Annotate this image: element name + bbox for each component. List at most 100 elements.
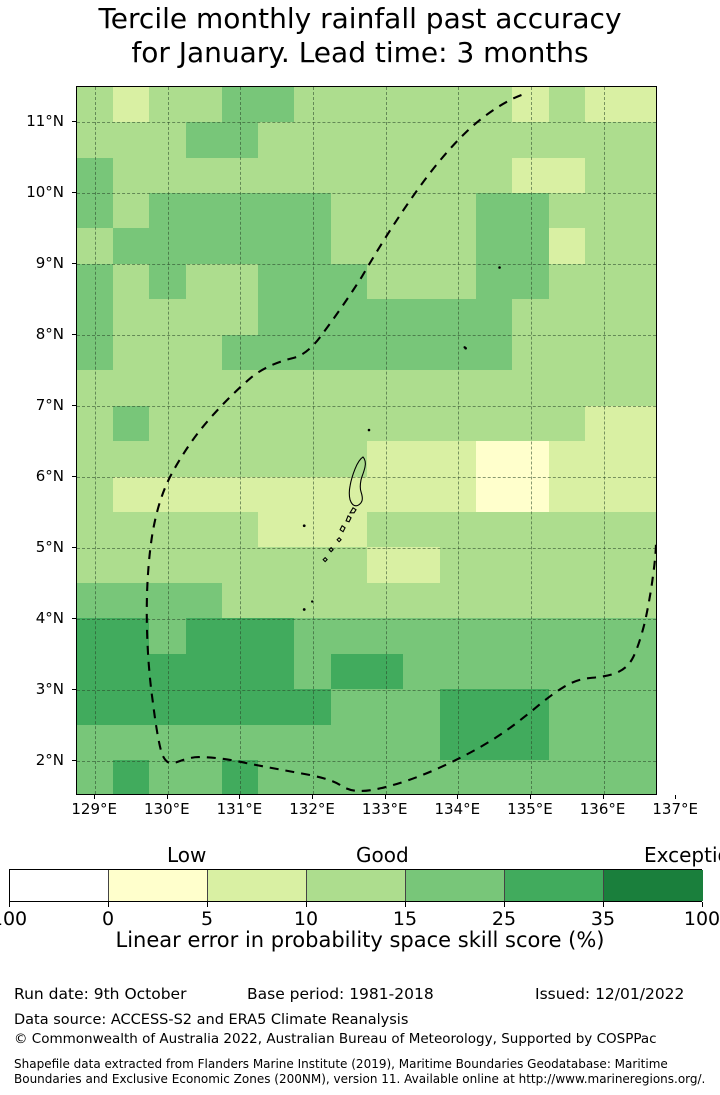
heatmap-cell — [258, 476, 296, 513]
heatmap-cell — [403, 334, 441, 371]
x-axis-tick-mark — [675, 795, 677, 799]
heatmap-cell — [294, 157, 332, 194]
heatmap-cell — [149, 370, 187, 407]
heatmap-cell — [548, 157, 586, 194]
colorbar-tick-mark — [603, 902, 604, 907]
heatmap-cell — [330, 724, 368, 761]
y-axis-tick-label: 7°N — [35, 396, 64, 415]
y-axis-tick-label: 8°N — [35, 325, 64, 344]
heatmap-cell — [185, 618, 223, 655]
run-date: Run date: 9th October — [14, 985, 187, 1003]
heatmap-cell — [476, 299, 514, 336]
grid-line-horizontal — [77, 406, 656, 408]
issued-date: Issued: 12/01/2022 — [535, 985, 685, 1003]
heatmap-cell — [221, 192, 259, 230]
x-axis-tick-label: 129°E — [71, 800, 117, 818]
coastline-koror — [349, 507, 357, 514]
x-axis-tick-mark — [312, 795, 314, 799]
heatmap-cell — [185, 192, 223, 230]
heatmap-cell — [185, 263, 223, 301]
heatmap-cell — [403, 157, 441, 194]
heatmap-cell — [584, 334, 623, 371]
small-island-dots — [302, 266, 501, 611]
heatmap-cell — [367, 476, 405, 513]
heatmap-cell — [112, 370, 151, 407]
heatmap-cell — [439, 582, 477, 620]
heatmap-cell — [476, 192, 514, 230]
heatmap-cell — [294, 547, 332, 584]
heatmap-cell — [439, 653, 477, 691]
heatmap-cell — [476, 370, 514, 407]
heatmap-cell — [476, 547, 514, 584]
grid-line-vertical — [530, 87, 532, 794]
heatmap-cell — [403, 476, 441, 513]
heatmap-cell — [439, 547, 477, 584]
heatmap-cell — [112, 192, 151, 230]
heatmap-cell — [476, 512, 514, 549]
colorbar-tick-mark — [405, 902, 406, 907]
heatmap-cell — [403, 263, 441, 301]
heatmap-cell — [403, 228, 441, 265]
heatmap-cell — [621, 334, 656, 371]
y-axis-tick-label: 5°N — [35, 537, 64, 556]
coastline-babeldaob — [348, 456, 366, 507]
heatmap-cell — [294, 512, 332, 549]
heatmap-cell — [512, 157, 550, 194]
x-axis-tick-mark — [94, 795, 96, 799]
heatmap-cell — [112, 689, 151, 726]
heatmap-cell — [512, 760, 550, 794]
heatmap-cell — [403, 512, 441, 549]
heatmap-cell — [476, 476, 514, 513]
colorbar-tick-label: 15 — [392, 908, 418, 930]
heatmap-cell — [439, 618, 477, 655]
grid-line-horizontal — [77, 122, 656, 124]
heatmap-cell — [512, 547, 550, 584]
heatmap-cell — [185, 476, 223, 513]
heatmap-cell — [330, 228, 368, 265]
heatmap-cell — [584, 405, 623, 442]
heatmap-cell — [512, 334, 550, 371]
grid-line-vertical — [385, 87, 387, 794]
y-axis-tick-mark — [72, 688, 76, 690]
colorbar-segment — [505, 870, 604, 901]
heatmap-cell — [294, 370, 332, 407]
grid-line-vertical — [458, 87, 460, 794]
heatmap-cell — [330, 192, 368, 230]
heatmap-cell — [403, 405, 441, 442]
heatmap-cell — [403, 299, 441, 336]
heatmap-cell — [403, 87, 441, 123]
heatmap-cell — [621, 405, 656, 442]
colorbar-tick-label: 0 — [101, 908, 115, 930]
heatmap-cell — [621, 370, 656, 407]
heatmap-cell — [330, 618, 368, 655]
heatmap-cell — [221, 263, 259, 301]
heatmap-cell — [330, 157, 368, 194]
heatmap-cell — [294, 441, 332, 478]
heatmap-cell — [294, 405, 332, 442]
colorbar-segment — [307, 870, 406, 901]
heatmap-cell — [584, 370, 623, 407]
heatmap-cell — [112, 653, 151, 691]
heatmap-cell — [548, 547, 586, 584]
heatmap-cell — [512, 441, 550, 478]
heatmap-cell — [512, 299, 550, 336]
heatmap-cell — [367, 724, 405, 761]
heatmap-cell — [439, 334, 477, 371]
heatmap-cell — [330, 653, 368, 691]
colorbar-tick-label: 100 — [683, 908, 720, 930]
heatmap-cell — [149, 122, 187, 159]
heatmap-cell — [185, 87, 223, 123]
heatmap-cell — [584, 228, 623, 265]
heatmap-cell — [330, 370, 368, 407]
heatmap-cell — [258, 512, 296, 549]
grid-line-horizontal — [77, 618, 656, 620]
heatmap-cell — [476, 334, 514, 371]
heatmap-cell — [112, 87, 151, 123]
heatmap-cell — [185, 724, 223, 761]
x-axis-tick-label: 137°E — [652, 800, 698, 818]
heatmap-cell — [548, 263, 586, 301]
heatmap-cell — [185, 157, 223, 194]
heatmap-cell — [149, 299, 187, 336]
heatmap-cell — [367, 263, 405, 301]
heatmap-cell — [330, 760, 368, 794]
